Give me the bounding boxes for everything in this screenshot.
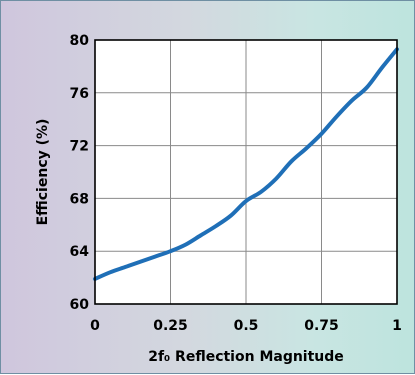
- y-tick-label: 68: [70, 191, 89, 207]
- tick-label-layer: 0 0.25 0.5 0.75 1 60 64 68 72 76 80: [70, 33, 402, 334]
- y-axis-title: Efficiency (%): [35, 119, 51, 226]
- y-tick-label: 76: [70, 86, 89, 102]
- y-tick-label: 60: [70, 297, 90, 313]
- y-tick-label: 72: [70, 139, 89, 155]
- series-layer: [93, 47, 399, 281]
- x-tick-label: 0: [90, 318, 100, 334]
- efficiency-line-series: [93, 47, 399, 281]
- y-tick-label: 64: [70, 244, 90, 260]
- x-tick-label: 1: [392, 318, 402, 334]
- x-tick-label: 0.5: [234, 318, 259, 334]
- x-axis-title: 2f₀ Reflection Magnitude: [148, 349, 344, 365]
- x-tick-label: 0.25: [153, 318, 188, 334]
- plot-frame: [94, 39, 398, 305]
- grid-layer: [95, 40, 397, 304]
- y-tick-label: 80: [70, 33, 90, 49]
- x-tick-label: 0.75: [304, 318, 339, 334]
